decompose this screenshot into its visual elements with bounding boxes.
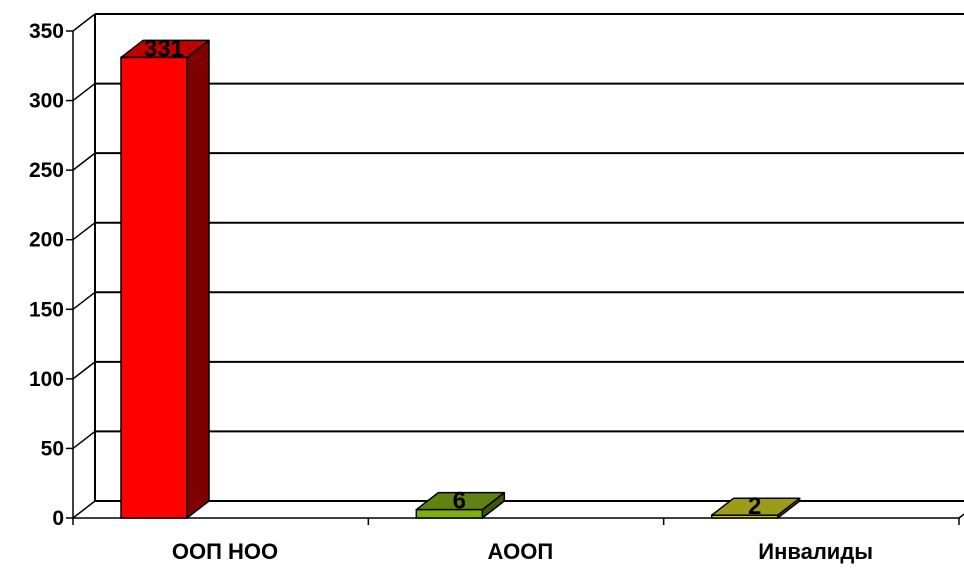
gridline-depth — [72, 152, 96, 171]
y-tick-label: 50 — [41, 437, 64, 460]
bar-side — [186, 39, 210, 519]
gridline-depth — [72, 82, 96, 102]
gridline-depth — [72, 13, 96, 32]
bar — [120, 56, 188, 519]
y-tick-label: 350 — [29, 20, 64, 43]
x-tick-label: АООП — [488, 539, 554, 564]
floor-edge — [958, 513, 964, 519]
data-label: 6 — [453, 488, 466, 515]
y-tick-label: 100 — [29, 368, 64, 391]
y-tick-label: 0 — [52, 507, 64, 530]
gridline-depth — [72, 430, 96, 450]
bar — [710, 514, 779, 519]
y-tick-label: 200 — [29, 229, 64, 252]
y-tick-label: 300 — [29, 90, 64, 113]
x-tick-label: Инвалиды — [758, 539, 873, 564]
bar — [415, 508, 484, 519]
y-tick-label: 250 — [29, 159, 64, 182]
gridline-depth — [72, 222, 96, 241]
data-label: 2 — [748, 493, 761, 520]
gridline-depth — [72, 291, 96, 310]
y-tick-label: 150 — [29, 298, 64, 321]
gridline-depth — [72, 361, 96, 380]
data-label: 331 — [144, 35, 184, 62]
plot-area: 0 50 100 150 200 250 300 350 331 ООП НОО 6 АООП 2 Инв… — [29, 13, 964, 564]
x-tick-label: ООП НОО — [172, 539, 278, 564]
gridline-depth — [72, 500, 96, 519]
